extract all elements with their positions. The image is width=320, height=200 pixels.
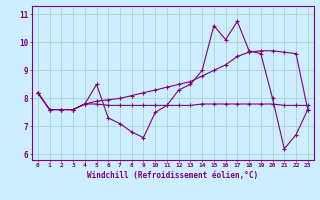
X-axis label: Windchill (Refroidissement éolien,°C): Windchill (Refroidissement éolien,°C) (87, 171, 258, 180)
